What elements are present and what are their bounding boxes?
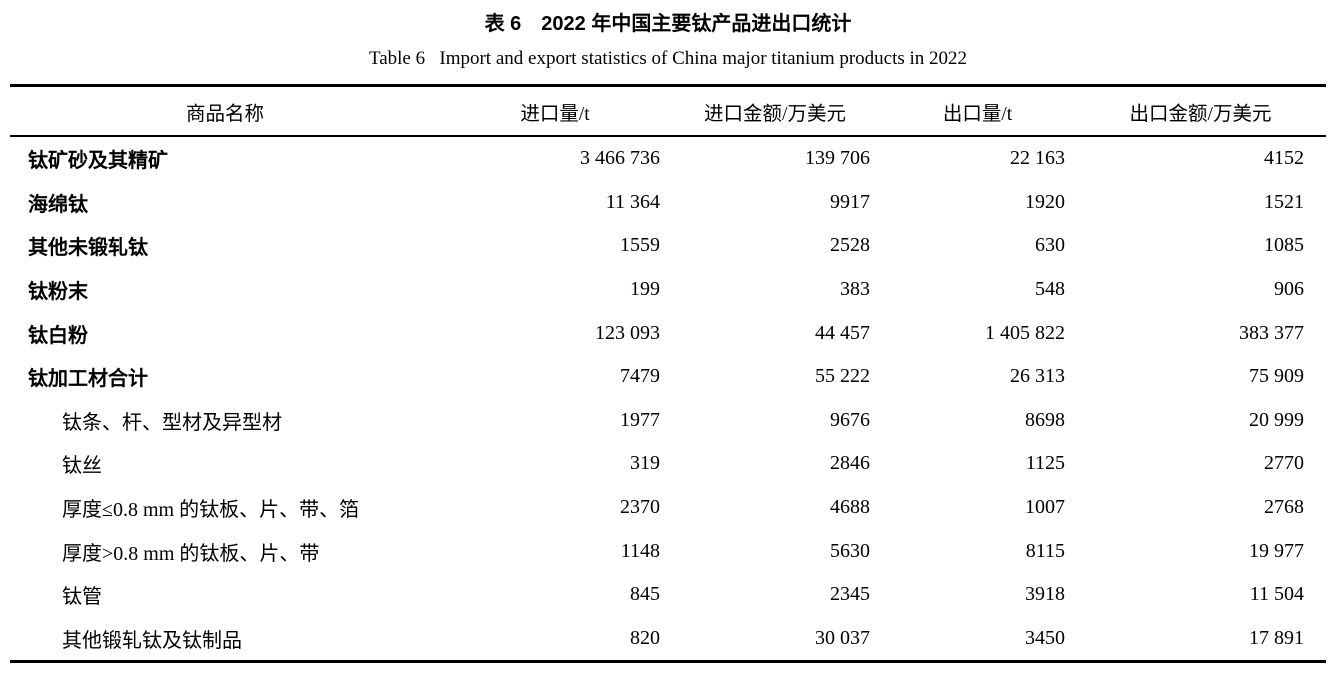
import-value-cell: 44 457 [815,321,870,344]
table-row: 钛矿砂及其精矿 3 466 736 139 706 22 163 4152 [10,137,1326,181]
export-qty-cell: 3450 [1025,626,1065,649]
export-qty-cell: 1920 [1025,190,1065,213]
table-caption: 表 6 2022 年中国主要钛产品进出口统计 Table 6 Import an… [0,0,1336,72]
table-row: 厚度>0.8 mm 的钛板、片、带 1148 5630 8115 19 977 [10,529,1326,573]
product-name: 钛粉末 [28,281,88,304]
import-qty-cell: 845 [630,583,660,606]
import-value-cell: 9917 [830,190,870,213]
export-qty-cell: 1 405 822 [985,321,1065,344]
export-qty-cell: 630 [1035,234,1065,257]
import-qty-cell: 1559 [620,234,660,257]
import-value-cell: 383 [840,278,870,301]
import-qty-cell: 1977 [620,408,660,431]
product-name: 厚度≤0.8 mm 的钛板、片、带、箔 [62,499,360,522]
export-value-cell: 4152 [1264,147,1304,170]
product-name: 厚度>0.8 mm 的钛板、片、带 [62,542,320,565]
export-value-cell: 1085 [1264,234,1304,257]
product-name: 钛管 [62,586,102,609]
import-qty-cell: 2370 [620,496,660,519]
table-row: 海绵钛 11 364 9917 1920 1521 [10,181,1326,225]
statistics-table: 商品名称 进口量/t 进口金额/万美元 出口量/t 出口金额/万美元 钛矿砂及其… [10,84,1326,664]
col-header-export-value: 出口金额/万美元 [1129,103,1272,125]
import-qty-cell: 3 466 736 [580,147,660,170]
export-qty-cell: 548 [1035,278,1065,301]
export-qty-cell: 22 163 [1010,147,1065,170]
export-value-cell: 20 999 [1249,408,1304,431]
import-qty-cell: 820 [630,626,660,649]
table-title-zh: 表 6 2022 年中国主要钛产品进出口统计 [484,13,852,35]
table-row: 其他未锻轧钛 1559 2528 630 1085 [10,224,1326,268]
export-qty-cell: 3918 [1025,583,1065,606]
export-value-cell: 1521 [1264,190,1304,213]
col-header-product: 商品名称 [185,103,264,125]
product-name: 钛加工材合计 [28,368,148,391]
import-qty-cell: 7479 [620,365,660,388]
import-qty-cell: 1148 [620,539,660,562]
export-value-cell: 75 909 [1249,365,1304,388]
table-row: 钛丝 319 2846 1125 2770 [10,442,1326,486]
import-value-cell: 30 037 [815,626,870,649]
import-value-cell: 5630 [830,539,870,562]
col-header-import-qty: 进口量/t [520,103,590,125]
export-value-cell: 19 977 [1249,539,1304,562]
import-value-cell: 55 222 [815,365,870,388]
import-qty-cell: 123 093 [595,321,660,344]
table-row: 厚度≤0.8 mm 的钛板、片、带、箔 2370 4688 1007 2768 [10,486,1326,530]
import-value-cell: 2528 [830,234,870,257]
table-row: 其他锻轧钛及钛制品 820 30 037 3450 17 891 [10,617,1326,661]
import-value-cell: 4688 [830,496,870,519]
table-row: 钛管 845 2345 3918 11 504 [10,573,1326,617]
import-qty-cell: 319 [630,452,660,475]
import-qty-cell: 199 [630,278,660,301]
import-value-cell: 2345 [830,583,870,606]
col-header-import-value: 进口金额/万美元 [704,103,846,125]
export-value-cell: 11 504 [1249,583,1304,606]
export-qty-cell: 1007 [1025,496,1065,519]
export-qty-cell: 8115 [1025,539,1065,562]
table-row: 钛条、杆、型材及异型材 1977 9676 8698 20 999 [10,399,1326,443]
import-value-cell: 139 706 [805,147,870,170]
product-name: 钛丝 [62,455,102,478]
product-name: 其他锻轧钛及钛制品 [62,629,242,652]
export-qty-cell: 8698 [1025,408,1065,431]
export-value-cell: 17 891 [1249,626,1304,649]
table-row: 钛加工材合计 7479 55 222 26 313 75 909 [10,355,1326,399]
export-value-cell: 906 [1274,278,1304,301]
export-qty-cell: 26 313 [1010,365,1065,388]
table-row: 钛白粉 123 093 44 457 1 405 822 383 377 [10,311,1326,355]
product-name: 其他未锻轧钛 [28,237,148,260]
table-header-row: 商品名称 进口量/t 进口金额/万美元 出口量/t 出口金额/万美元 [10,87,1326,137]
export-qty-cell: 1125 [1025,452,1065,475]
product-name: 钛条、杆、型材及异型材 [62,411,282,434]
product-name: 海绵钛 [28,193,88,216]
product-name: 钛白粉 [28,324,88,347]
export-value-cell: 2768 [1264,496,1304,519]
import-qty-cell: 11 364 [605,190,660,213]
export-value-cell: 383 377 [1239,321,1304,344]
import-value-cell: 9676 [830,408,870,431]
import-value-cell: 2846 [830,452,870,475]
export-value-cell: 2770 [1264,452,1304,475]
table-row: 钛粉末 199 383 548 906 [10,268,1326,312]
product-name: 钛矿砂及其精矿 [28,150,168,173]
col-header-export-qty: 出口量/t [942,103,1013,125]
table-title-en: Table 6 Import and export statistics of … [368,48,968,69]
